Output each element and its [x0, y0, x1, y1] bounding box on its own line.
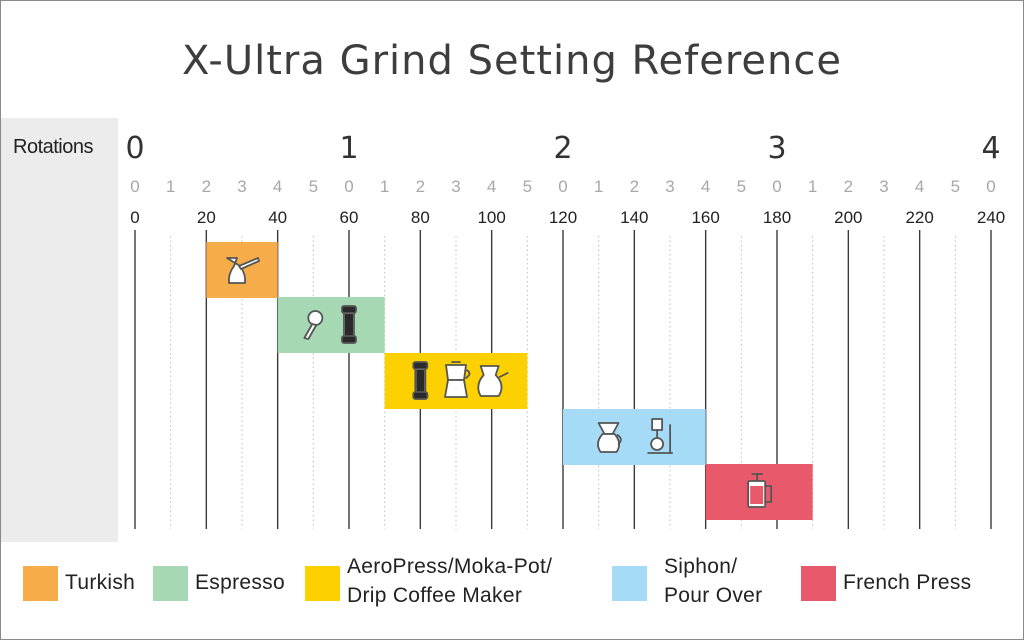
legend-label: AeroPress/Moka-Pot/Drip Coffee Maker [347, 552, 552, 610]
click-tick-label: 140 [620, 208, 648, 227]
legend-label: Espresso [195, 568, 285, 597]
legend-label-line: Siphon/ [664, 555, 738, 578]
siphon-legend-swatch [612, 566, 647, 601]
click-tick-label: 80 [411, 208, 430, 227]
sub-tick-label: 2 [416, 177, 425, 196]
sub-tick-label: 3 [665, 177, 674, 196]
sub-tick-label: 4 [915, 177, 924, 196]
rotations-label: Rotations [13, 136, 94, 158]
legend-label: Turkish [65, 568, 135, 597]
sub-tick-label: 1 [166, 177, 175, 196]
rotation-tick-label: 4 [981, 131, 1000, 166]
legend-label-line: AeroPress/Moka-Pot/ [347, 555, 553, 578]
espresso-legend-swatch [153, 566, 188, 601]
legend-label-line: Drip Coffee Maker [347, 584, 523, 607]
rotations-label-column [1, 118, 118, 542]
click-tick-label: 20 [197, 208, 216, 227]
rotation-tick-label: 1 [339, 131, 358, 166]
french-press-icon [747, 473, 773, 508]
sub-tick-label: 2 [844, 177, 853, 196]
sub-tick-label: 0 [772, 177, 781, 196]
plot-area [118, 118, 1023, 542]
sub-tick-label: 5 [523, 177, 532, 196]
drip-carafe-icon [477, 365, 509, 397]
click-tick-label: 220 [905, 208, 933, 227]
rotation-tick-label: 2 [553, 131, 572, 166]
pour-over-icon [597, 422, 622, 453]
click-tick-label: 0 [130, 208, 139, 227]
legend-label-line: Pour Over [664, 584, 763, 607]
bar-espresso [277, 297, 385, 353]
portafilter-icon [303, 310, 324, 340]
sub-tick-label: 4 [701, 177, 710, 196]
sub-tick-label: 5 [737, 177, 746, 196]
sub-tick-label: 3 [237, 177, 246, 196]
legend-label-line: Turkish [65, 571, 136, 594]
sub-tick-label: 1 [594, 177, 603, 196]
legend-label: French Press [843, 568, 971, 597]
aeropress-icon [412, 361, 429, 400]
click-tick-label: 180 [763, 208, 791, 227]
click-tick-label: 40 [268, 208, 287, 227]
sub-tick-label: 0 [986, 177, 995, 196]
click-tick-label: 160 [691, 208, 719, 227]
click-tick-label: 60 [340, 208, 359, 227]
click-tick-label: 100 [477, 208, 505, 227]
sub-tick-label: 0 [130, 177, 139, 196]
french-press-legend-swatch [801, 566, 836, 601]
siphon-icon [647, 418, 674, 454]
bar-siphon [563, 409, 706, 465]
turkish-pot-icon [226, 257, 260, 284]
sub-tick-label: 2 [202, 177, 211, 196]
click-tick-label: 120 [549, 208, 577, 227]
turkish-legend-swatch [23, 566, 58, 601]
aeropress-icon [341, 305, 357, 344]
moka-pot-icon [444, 361, 471, 398]
rotation-tick-label: 3 [767, 131, 786, 166]
sub-tick-label: 3 [879, 177, 888, 196]
click-tick-label: 240 [977, 208, 1005, 227]
sub-tick-label: 4 [487, 177, 496, 196]
sub-tick-label: 1 [808, 177, 817, 196]
legend-label-line: French Press [843, 571, 972, 594]
chart-title: X-Ultra Grind Setting Reference [182, 38, 842, 84]
sub-tick-label: 3 [451, 177, 460, 196]
sub-tick-label: 1 [380, 177, 389, 196]
legend-label-line: Espresso [195, 571, 285, 594]
rotation-tick-label: 0 [125, 131, 144, 166]
click-tick-label: 200 [834, 208, 862, 227]
aeropress-legend-swatch [305, 566, 340, 601]
sub-tick-label: 0 [344, 177, 353, 196]
legend-label: Siphon/Pour Over [664, 552, 762, 610]
sub-tick-label: 5 [309, 177, 318, 196]
sub-tick-label: 0 [558, 177, 567, 196]
sub-tick-label: 5 [951, 177, 960, 196]
sub-tick-label: 4 [273, 177, 282, 196]
sub-tick-label: 2 [630, 177, 639, 196]
